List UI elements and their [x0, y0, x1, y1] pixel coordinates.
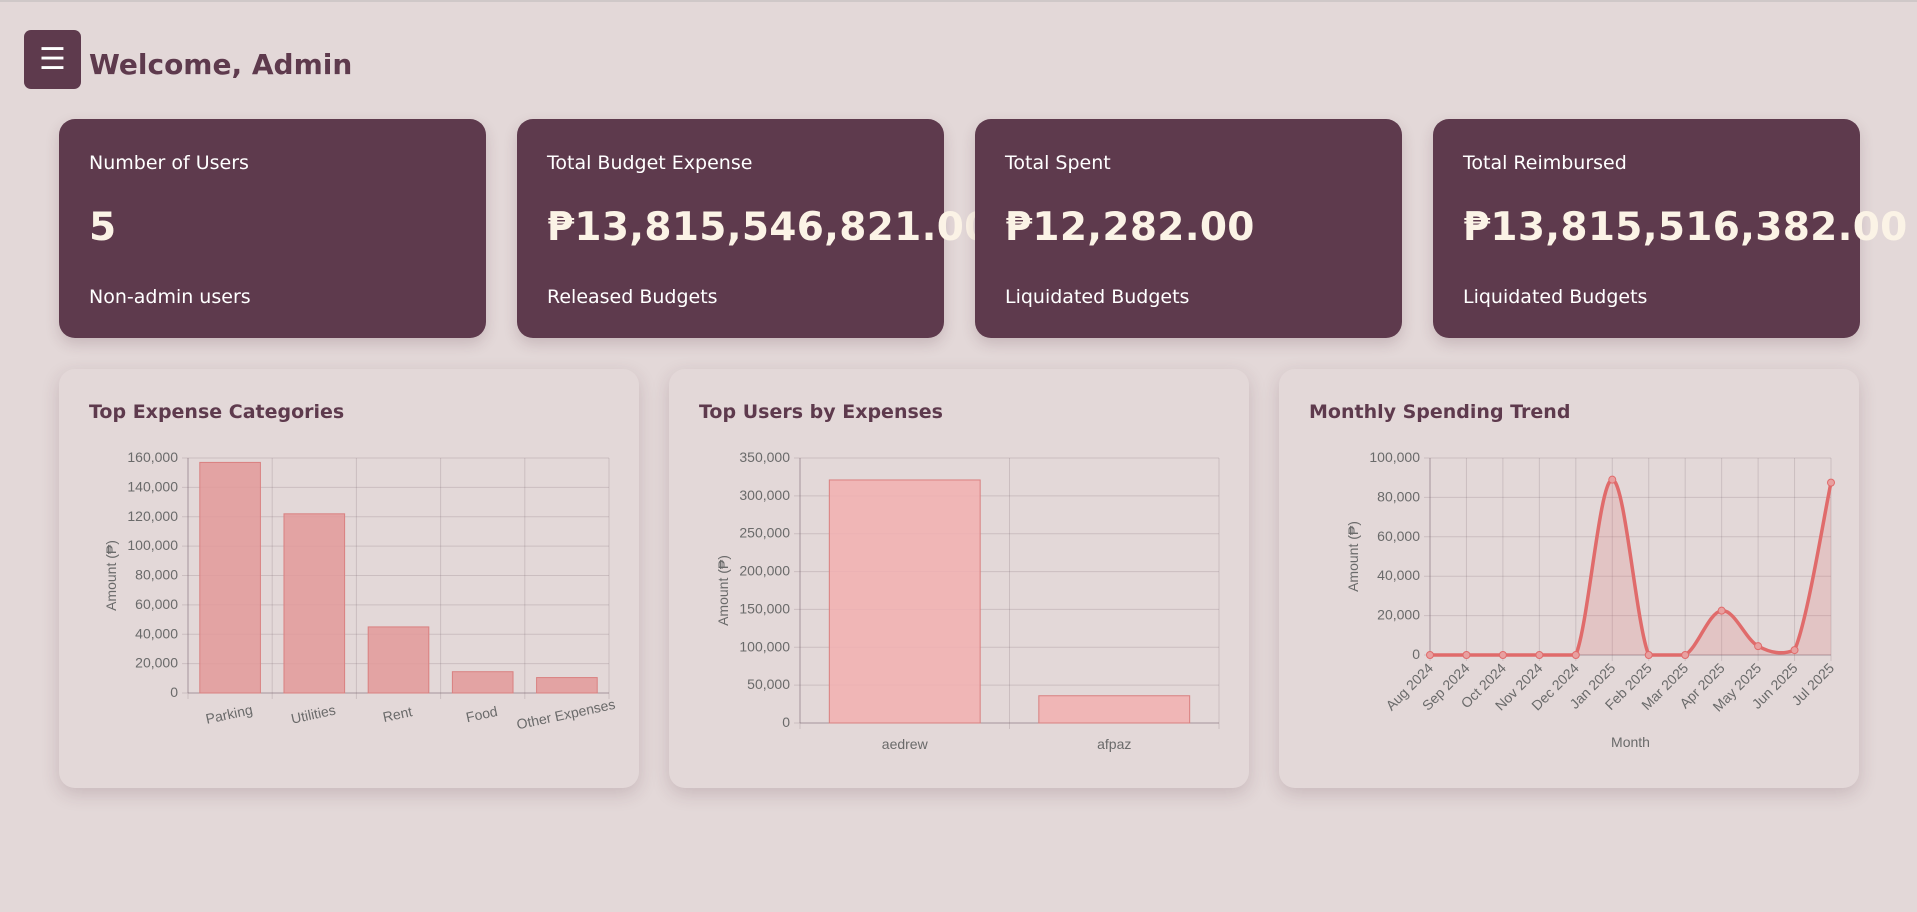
y-tick-label: 200,000 [739, 563, 790, 579]
x-tick-label: Food [464, 703, 499, 725]
y-tick-label: 250,000 [739, 525, 790, 541]
y-tick-label: 350,000 [739, 449, 790, 465]
total-spent-card: Total Spent ₱12,282.00 Liquidated Budget… [975, 119, 1402, 338]
data-point [1571, 651, 1580, 659]
y-tick-label: 60,000 [1377, 528, 1420, 544]
card-title: Total Reimbursed [1463, 152, 1627, 174]
card-title: Total Budget Expense [547, 152, 753, 174]
data-point [1681, 651, 1690, 659]
y-tick-label: 50,000 [747, 676, 790, 692]
y-tick-label: 20,000 [1377, 607, 1420, 623]
y-tick-label: 100,000 [1369, 449, 1420, 465]
card-value: ₱13,815,516,382.00 [1463, 205, 1908, 250]
bar [828, 479, 981, 724]
x-tick-label: aedrew [882, 736, 929, 752]
y-tick-label: 80,000 [135, 567, 178, 583]
y-tick-label: 80,000 [1377, 488, 1420, 504]
y-tick-label: 300,000 [739, 487, 790, 503]
x-tick-label: Utilities [290, 702, 337, 727]
card-value: 5 [89, 205, 117, 250]
card-subtitle: Non-admin users [89, 286, 251, 308]
hamburger-icon: ☰ [39, 41, 66, 77]
chart-title: Top Users by Expenses [699, 401, 943, 423]
bar [199, 461, 261, 694]
menu-button[interactable]: ☰ [24, 30, 81, 89]
bar [451, 671, 514, 694]
y-axis-label: Amount (₱) [1345, 521, 1361, 592]
data-point [1790, 646, 1799, 655]
budget-expense-card: Total Budget Expense ₱13,815,546,821.00 … [517, 119, 991, 338]
y-tick-label: 60,000 [135, 596, 178, 612]
bar [367, 626, 430, 694]
y-tick-label: 100,000 [739, 638, 790, 654]
x-tick-label: Other Expenses [515, 696, 617, 733]
y-axis-label: Amount (₱) [715, 555, 731, 626]
card-subtitle: Released Budgets [547, 286, 718, 308]
y-tick-label: 0 [1412, 646, 1420, 662]
data-point [1717, 606, 1726, 615]
summary-cards: Number of Users 5 Non-admin users Total … [59, 119, 1907, 338]
card-subtitle: Liquidated Budgets [1005, 286, 1190, 308]
expense-categories-panel: Top Expense Categories 0 20,000 40,000 60,0… [59, 369, 639, 788]
data-point [1462, 651, 1471, 659]
card-value: ₱13,815,546,821.00 [547, 205, 992, 250]
y-tick-label: 140,000 [127, 478, 178, 494]
x-tick-label: Rent [381, 703, 413, 725]
y-tick-label: 20,000 [135, 655, 178, 671]
total-reimbursed-card: Total Reimbursed ₱13,815,516,382.00 Liqu… [1433, 119, 1907, 338]
chart-panels: Top Expense Categories 0 20,000 40,000 60,0… [59, 369, 1859, 788]
y-tick-label: 0 [170, 684, 178, 700]
y-tick-label: 150,000 [739, 600, 790, 616]
data-point [1498, 651, 1507, 659]
top-users-chart: 0 50,000 100,000 150,000 200,000 250,000 300,0… [715, 449, 1220, 752]
y-tick-label: 160,000 [127, 449, 178, 465]
y-tick-label: 100,000 [127, 537, 178, 553]
data-point [1535, 651, 1544, 659]
top-users-panel: Top Users by Expenses 0 50,000 100,000 150,… [669, 369, 1249, 788]
x-tick-label: Parking [204, 701, 254, 727]
card-subtitle: Liquidated Budgets [1463, 286, 1648, 308]
monthly-trend-chart: 0 20,000 40,000 60,000 80,000 100,000 Amount (… [1345, 449, 1837, 750]
bar [536, 677, 598, 694]
y-tick-label: 40,000 [1377, 567, 1420, 583]
x-axis-label: Month [1611, 734, 1650, 750]
users-card: Number of Users 5 Non-admin users [59, 119, 486, 338]
data-point [1608, 475, 1617, 484]
data-point [1426, 651, 1434, 659]
card-value: ₱12,282.00 [1005, 205, 1255, 250]
page-title: Welcome, Admin [89, 48, 353, 81]
monthly-trend-panel: Monthly Spending Trend 0 20,000 40,000 60,0… [1279, 369, 1859, 788]
bar [1038, 695, 1191, 724]
y-tick-label: 40,000 [135, 625, 178, 641]
data-point [1754, 642, 1763, 651]
y-axis-label: Amount (₱) [103, 540, 119, 611]
data-point [1644, 651, 1653, 659]
y-tick-label: 120,000 [127, 508, 178, 524]
card-title: Total Spent [1005, 152, 1111, 174]
bar [283, 513, 346, 694]
data-point [1827, 478, 1835, 487]
chart-title: Top Expense Categories [89, 401, 345, 423]
chart-title: Monthly Spending Trend [1309, 401, 1571, 423]
y-tick-label: 0 [782, 714, 790, 730]
expense-categories-chart: 0 20,000 40,000 60,000 80,000 100,000 120,000 1… [103, 449, 617, 733]
x-tick-label: afpaz [1097, 736, 1131, 752]
card-title: Number of Users [89, 152, 249, 174]
